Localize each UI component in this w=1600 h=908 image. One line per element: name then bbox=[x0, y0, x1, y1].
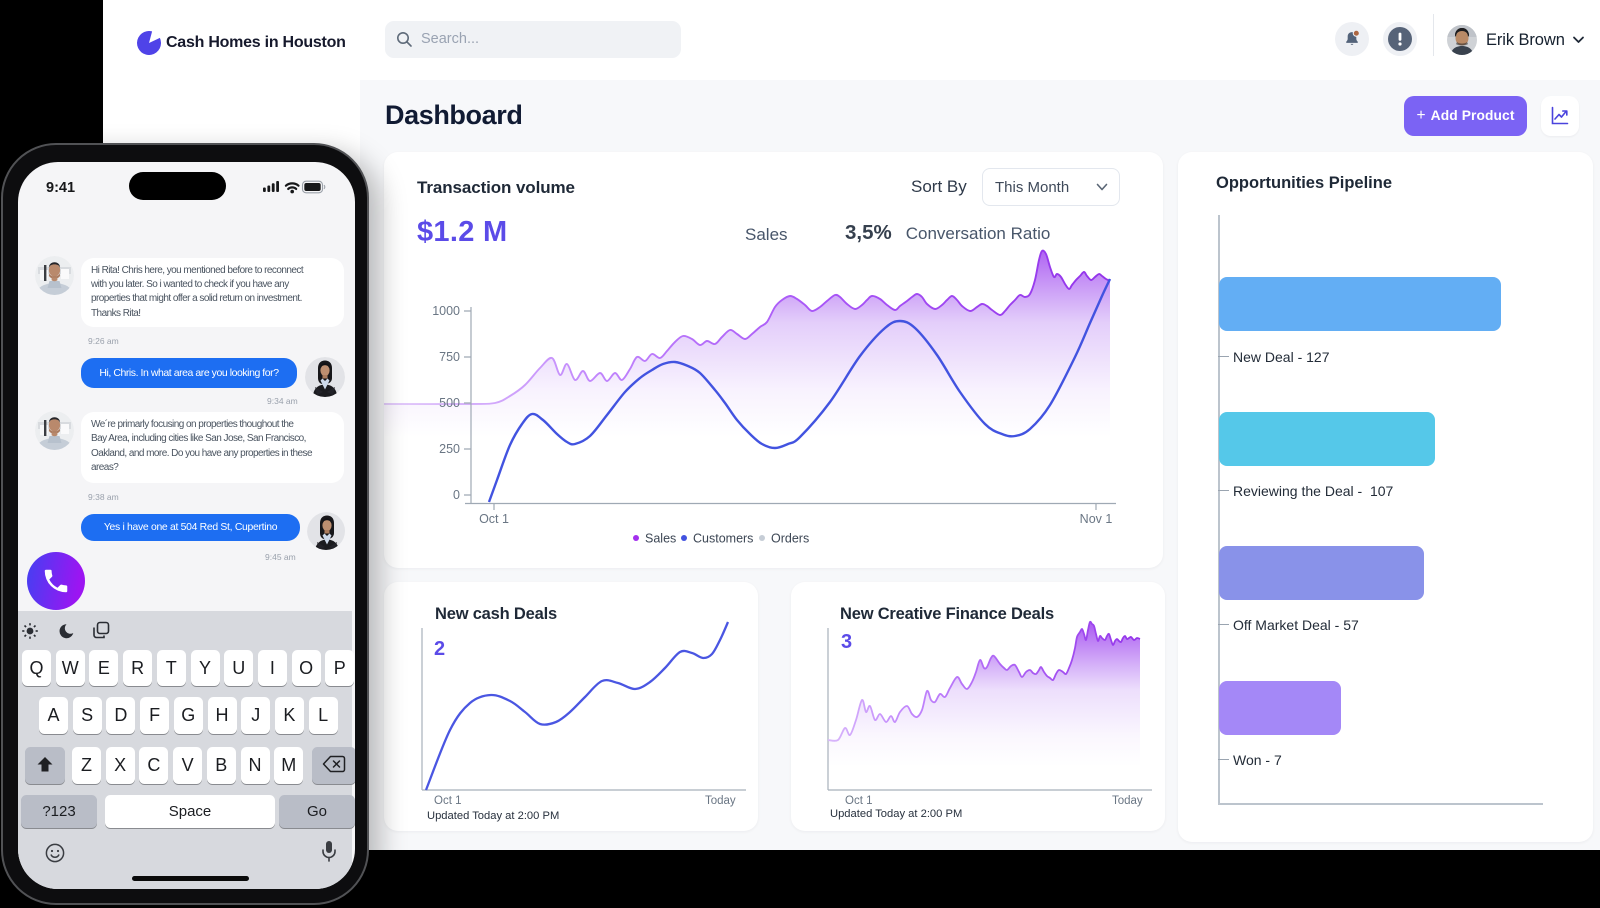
svg-text:250: 250 bbox=[439, 442, 460, 456]
svg-text:500: 500 bbox=[439, 396, 460, 410]
svg-text:Sales: Sales bbox=[645, 532, 676, 546]
svg-text:Oct 1: Oct 1 bbox=[479, 512, 509, 526]
svg-text:750: 750 bbox=[439, 350, 460, 364]
svg-text:Nov 1: Nov 1 bbox=[1080, 512, 1113, 526]
svg-text:1000: 1000 bbox=[432, 304, 460, 318]
svg-text:Orders: Orders bbox=[771, 532, 809, 546]
svg-text:Customers: Customers bbox=[693, 532, 753, 546]
svg-text:0: 0 bbox=[453, 488, 460, 502]
